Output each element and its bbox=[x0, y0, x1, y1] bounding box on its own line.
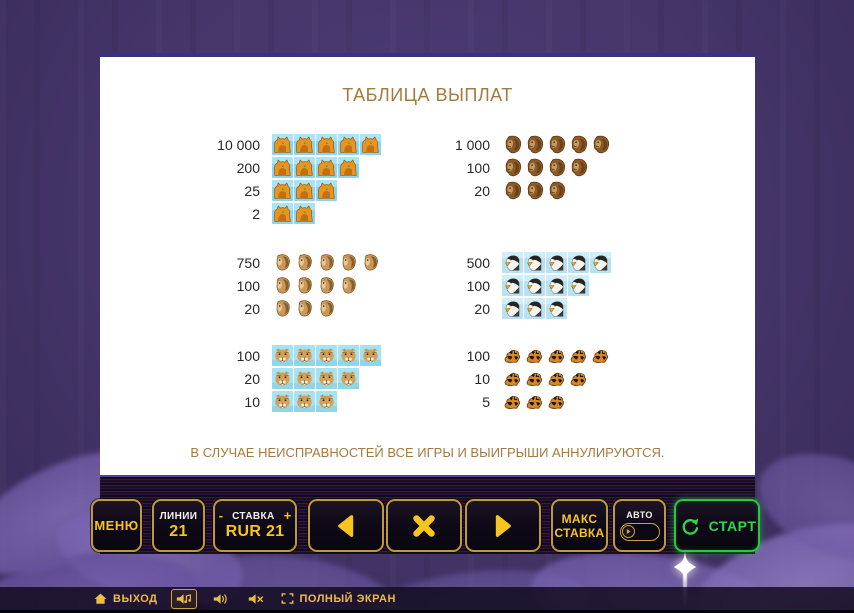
start-button-label: СТАРТ bbox=[708, 517, 757, 534]
payout-value: 750 bbox=[236, 254, 260, 271]
play-icon bbox=[626, 529, 631, 534]
max-bet-label-line1: МАКС bbox=[561, 511, 598, 526]
lines-label: ЛИНИИ bbox=[159, 510, 198, 522]
payout-value: 10 bbox=[244, 393, 260, 410]
paytable-row: 10 bbox=[160, 390, 382, 413]
paytable-group-puma: 100 20 10 bbox=[160, 344, 382, 413]
payout-value: 10 000 bbox=[217, 136, 260, 153]
fullscreen-label: ПОЛНЫЙ ЭКРАН bbox=[299, 592, 396, 605]
payout-value: 100 bbox=[466, 277, 490, 294]
payout-value: 10 bbox=[474, 370, 490, 387]
menu-button-label: МЕНЮ bbox=[94, 518, 139, 533]
speaker-mute-icon bbox=[248, 593, 263, 604]
auto-play-button[interactable]: АВТО bbox=[613, 499, 666, 552]
paytable-row: 20 bbox=[390, 297, 612, 320]
payout-value: 20 bbox=[244, 300, 260, 317]
right-arrow-icon bbox=[495, 514, 511, 537]
auto-play-toggle[interactable] bbox=[619, 523, 660, 541]
payout-value: 100 bbox=[236, 277, 260, 294]
bottom-edge bbox=[0, 610, 854, 613]
lines-button[interactable]: ЛИНИИ 21 bbox=[152, 499, 205, 552]
paytable-row: 100 bbox=[390, 156, 612, 179]
paytable-row: 5 bbox=[390, 390, 612, 413]
paytable-group-monkey-head: 750 100 20 bbox=[160, 251, 382, 320]
payout-value: 100 bbox=[236, 347, 260, 364]
paytable-row: 100 bbox=[390, 344, 612, 367]
malfunction-disclaimer: В СЛУЧАЕ НЕИСПРАВНОСТЕЙ ВСЕ ИГРЫ И ВЫИГР… bbox=[190, 445, 665, 460]
home-icon bbox=[94, 593, 107, 604]
payout-value: 500 bbox=[466, 254, 490, 271]
sound-mute-button[interactable] bbox=[245, 591, 267, 607]
payout-value: 100 bbox=[466, 347, 490, 364]
status-bar: ВЫХОД ПОЛНЫЙ ЭКРА bbox=[0, 587, 854, 610]
payout-value: 25 bbox=[244, 182, 260, 199]
next-page-button[interactable] bbox=[465, 499, 541, 552]
left-arrow-icon bbox=[338, 514, 354, 537]
paytable-row: 100 bbox=[390, 274, 612, 297]
paytable-row: 200 bbox=[160, 156, 382, 179]
exit-label: ВЫХОД bbox=[113, 592, 158, 605]
sound-music-button[interactable] bbox=[170, 588, 197, 609]
start-button[interactable]: СТАРТ bbox=[674, 499, 760, 552]
payout-value: 100 bbox=[466, 159, 490, 176]
sound-on-button[interactable] bbox=[210, 591, 232, 607]
fullscreen-button[interactable]: ПОЛНЫЙ ЭКРАН bbox=[280, 592, 396, 605]
exit-button[interactable]: ВЫХОД bbox=[93, 591, 158, 606]
prev-page-button[interactable] bbox=[308, 499, 384, 552]
bet-decrease-button[interactable]: - bbox=[218, 508, 224, 523]
payout-value: 200 bbox=[236, 159, 260, 176]
paytable-row: 100 bbox=[160, 344, 382, 367]
paytable-row: 10 000 bbox=[160, 133, 382, 156]
auto-toggle-knob bbox=[621, 525, 635, 538]
star-sparkle-icon bbox=[673, 552, 697, 582]
paytable-row: 100 bbox=[160, 274, 382, 297]
sparkle-effect bbox=[670, 552, 700, 610]
paytable-panel: ТАБЛИЦА ВЫПЛАТ 10 000 200 25 2 1 000 100 20 7… bbox=[100, 53, 755, 477]
payout-value: 20 bbox=[244, 370, 260, 387]
bet-value: RUR 21 bbox=[225, 522, 285, 540]
payout-value: 2 bbox=[252, 205, 260, 222]
paytable-row: 500 bbox=[390, 251, 612, 274]
paytable-title: ТАБЛИЦА ВЫПЛАТ bbox=[342, 85, 513, 105]
menu-button[interactable]: МЕНЮ bbox=[91, 499, 142, 552]
paytable-group-lion-head: 1 000 100 20 bbox=[390, 133, 612, 202]
speaker-music-icon bbox=[176, 593, 191, 604]
paytable-row: 20 bbox=[160, 297, 382, 320]
lines-value: 21 bbox=[169, 522, 188, 540]
paytable-group-eagle: 500 100 20 bbox=[390, 251, 612, 320]
close-paytable-button[interactable] bbox=[386, 499, 462, 552]
paytable-row: 10 bbox=[390, 367, 612, 390]
max-bet-button[interactable]: МАКС СТАВКА bbox=[551, 499, 608, 552]
paytable-group-golden-lion: 10 000 200 25 2 bbox=[160, 133, 382, 225]
paytable-row: 2 bbox=[160, 202, 382, 225]
spin-icon bbox=[682, 518, 698, 535]
speaker-waves-icon bbox=[213, 593, 227, 604]
close-icon bbox=[413, 514, 435, 537]
paytable-row: 1 000 bbox=[390, 133, 612, 156]
payout-value: 20 bbox=[474, 182, 490, 199]
bet-button[interactable]: - СТАВКА + RUR 21 bbox=[213, 499, 297, 552]
payout-value: 1 000 bbox=[454, 136, 490, 153]
paytable-row: 25 bbox=[160, 179, 382, 202]
paytable-row: 20 bbox=[390, 179, 612, 202]
max-bet-label-line2: СТАВКА bbox=[554, 525, 605, 540]
paytable-group-frog: 100 10 5 bbox=[390, 344, 612, 413]
paytable-row: 20 bbox=[160, 367, 382, 390]
payout-value: 20 bbox=[474, 300, 490, 317]
fullscreen-icon bbox=[281, 593, 293, 604]
auto-label: АВТО bbox=[626, 510, 653, 520]
paytable-row: 750 bbox=[160, 251, 382, 274]
payout-value: 5 bbox=[482, 393, 490, 410]
bet-increase-button[interactable]: + bbox=[283, 508, 292, 523]
bet-label: СТАВКА bbox=[232, 510, 275, 522]
